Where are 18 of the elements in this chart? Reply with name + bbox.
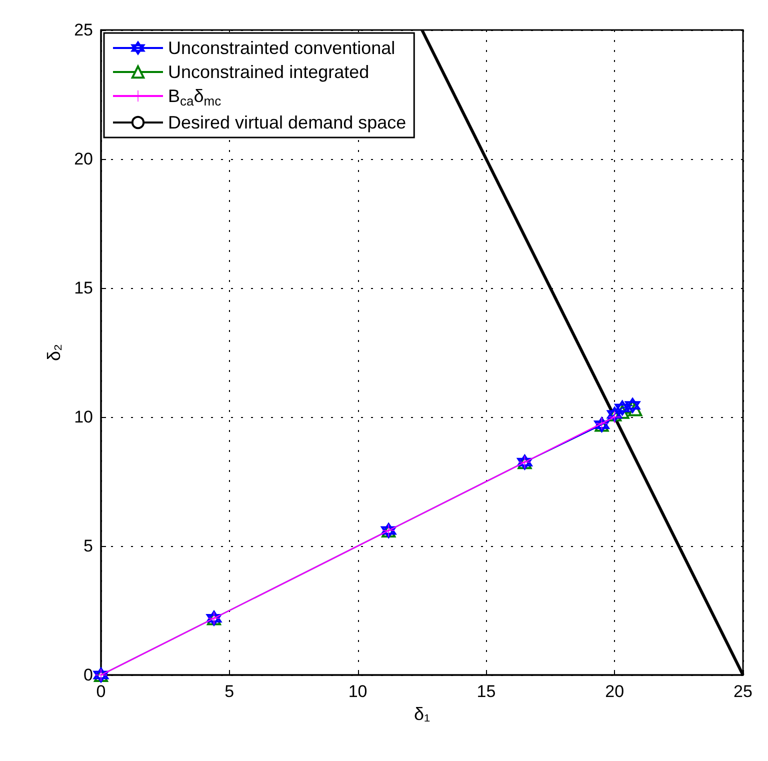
y-tick-label: 0	[84, 666, 93, 684]
y-tick-label: 5	[84, 536, 93, 556]
y-tick-label: 10	[74, 408, 93, 426]
y-tick-label: 20	[74, 150, 93, 168]
x-tick-label: 15	[476, 682, 496, 701]
x-tick-label: 20	[605, 682, 624, 701]
point	[614, 400, 630, 416]
x-tick-label: 0	[96, 682, 106, 701]
x-tick-label: 10	[348, 682, 368, 701]
y-tick-label: 15	[74, 278, 93, 298]
x-tick-label: 25	[734, 682, 752, 701]
legend-label: Unconstrainted conventional	[168, 38, 396, 58]
x-axis-title: δ₁	[414, 704, 430, 724]
legend-label: Desired virtual demand space	[168, 112, 406, 132]
y-tick-label: 25	[74, 20, 93, 40]
y-axis-title: δ₂	[44, 344, 64, 362]
x-tick-label: 5	[224, 682, 234, 701]
legend-label: Unconstrained integrated	[168, 62, 370, 82]
